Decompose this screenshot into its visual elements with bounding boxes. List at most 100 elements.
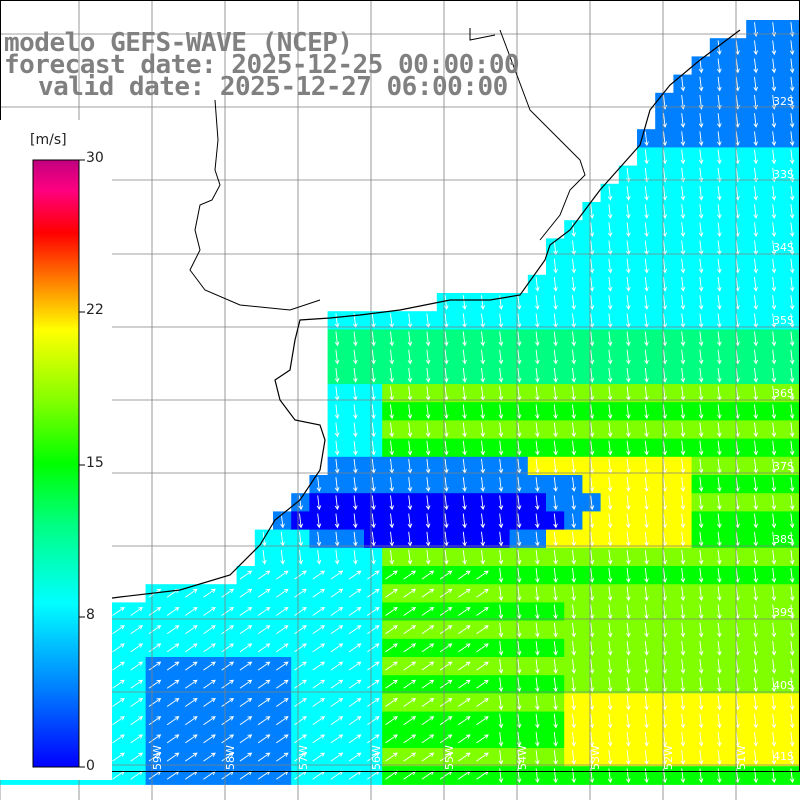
- wind-arrow: [553, 422, 558, 438]
- wind-arrow: [753, 713, 759, 729]
- wind-arrow: [571, 404, 577, 420]
- wind-arrow: [203, 588, 216, 598]
- wind-arrow: [680, 477, 686, 492]
- wind-arrow: [312, 716, 326, 726]
- wind-arrow: [239, 697, 253, 707]
- wind-arrow: [771, 149, 777, 165]
- wind-arrow: [480, 549, 486, 565]
- wind-arrow: [698, 258, 704, 274]
- wind-arrow: [680, 568, 686, 583]
- wind-arrow: [662, 622, 668, 638]
- wind-arrow: [753, 331, 759, 347]
- wind-arrow: [717, 349, 722, 365]
- wind-arrow: [662, 695, 668, 711]
- wind-arrow: [516, 659, 522, 674]
- wind-arrow: [516, 440, 522, 456]
- wind-arrow: [771, 586, 777, 602]
- wind-arrow: [444, 549, 449, 565]
- wind-arrow: [698, 731, 704, 747]
- wind-arrow: [439, 661, 453, 671]
- wind-arrow: [626, 258, 631, 274]
- latitude-labels: 32S 33S 34S 35S 36S 37S 38S 39S 40S 41S: [773, 95, 794, 763]
- wind-arrow: [316, 477, 322, 492]
- wind-arrow: [130, 643, 144, 653]
- wind-arrow: [680, 167, 686, 183]
- wind-arrow: [662, 404, 668, 420]
- wind-arrow: [476, 606, 489, 616]
- wind-arrow: [353, 404, 358, 420]
- wind-arrow: [698, 367, 704, 383]
- wind-arrow: [407, 367, 413, 383]
- wind-arrow: [185, 752, 198, 762]
- wind-arrow: [717, 58, 722, 74]
- wind-arrow: [371, 404, 376, 420]
- wind-arrow: [221, 588, 235, 598]
- wind-arrow: [458, 570, 471, 580]
- wind-arrow: [717, 204, 722, 219]
- wind-arrow: [476, 643, 489, 653]
- wind-arrow: [257, 716, 271, 726]
- wind-arrow: [698, 659, 704, 674]
- wind-arrow: [771, 422, 777, 438]
- longitude-label: 59W: [151, 745, 164, 770]
- wind-arrow: [535, 731, 540, 747]
- wind-arrow: [753, 295, 759, 310]
- wind-arrow: [462, 440, 467, 456]
- wind-arrow: [462, 477, 467, 492]
- wind-arrow: [589, 513, 595, 529]
- wind-arrow: [148, 716, 162, 726]
- wind-arrow: [717, 185, 722, 201]
- wind-arrow: [607, 440, 613, 456]
- wind-arrow: [535, 349, 540, 365]
- wind-arrow: [385, 625, 398, 635]
- wind-arrow: [389, 495, 395, 511]
- wind-arrow: [589, 731, 595, 747]
- wind-arrow: [516, 331, 522, 347]
- wind-arrow: [644, 750, 649, 765]
- wind-arrow: [626, 659, 631, 674]
- wind-arrow: [385, 716, 398, 726]
- wind-arrow: [662, 295, 668, 310]
- wind-arrow: [680, 422, 686, 438]
- wind-arrow: [553, 768, 558, 784]
- wind-arrow: [753, 276, 759, 292]
- wind-arrow: [571, 549, 577, 565]
- wind-arrow: [771, 695, 777, 711]
- wind-arrow: [753, 422, 759, 438]
- wind-arrow: [203, 734, 216, 744]
- wind-arrow: [480, 477, 486, 492]
- wind-arrow: [717, 404, 722, 420]
- wind-arrow: [662, 495, 668, 511]
- wind-arrow: [607, 695, 613, 711]
- wind-arrow: [480, 367, 486, 383]
- wind-arrow: [480, 295, 486, 310]
- wind-arrow: [607, 622, 613, 638]
- wind-arrow: [421, 625, 435, 635]
- wind-arrow: [462, 422, 467, 438]
- wind-arrow: [553, 367, 558, 383]
- wind-arrow: [662, 131, 668, 147]
- wind-arrow: [476, 661, 489, 671]
- wind-arrow: [367, 588, 380, 598]
- wind-arrow: [789, 477, 795, 492]
- wind-arrow: [698, 349, 704, 365]
- wind-arrow: [276, 734, 289, 744]
- wind-arrow: [626, 768, 631, 784]
- wind-arrow: [680, 76, 686, 92]
- wind-arrow: [553, 440, 558, 456]
- wind-arrow: [717, 549, 722, 565]
- wind-arrow: [221, 679, 235, 689]
- wind-arrow: [203, 752, 216, 762]
- wind-arrow: [662, 149, 668, 165]
- wind-arrow: [516, 568, 522, 583]
- latitude-label: 35S: [773, 314, 794, 327]
- wind-arrow: [516, 495, 522, 511]
- wind-arrow: [498, 568, 504, 583]
- wind-arrow: [239, 679, 253, 689]
- wind-arrow: [439, 734, 453, 744]
- wind-arrow: [607, 185, 613, 201]
- colorbar-tick-label: 30: [86, 150, 104, 166]
- wind-arrow: [753, 367, 759, 383]
- wind-arrow: [294, 643, 307, 653]
- wind-arrow: [680, 677, 686, 693]
